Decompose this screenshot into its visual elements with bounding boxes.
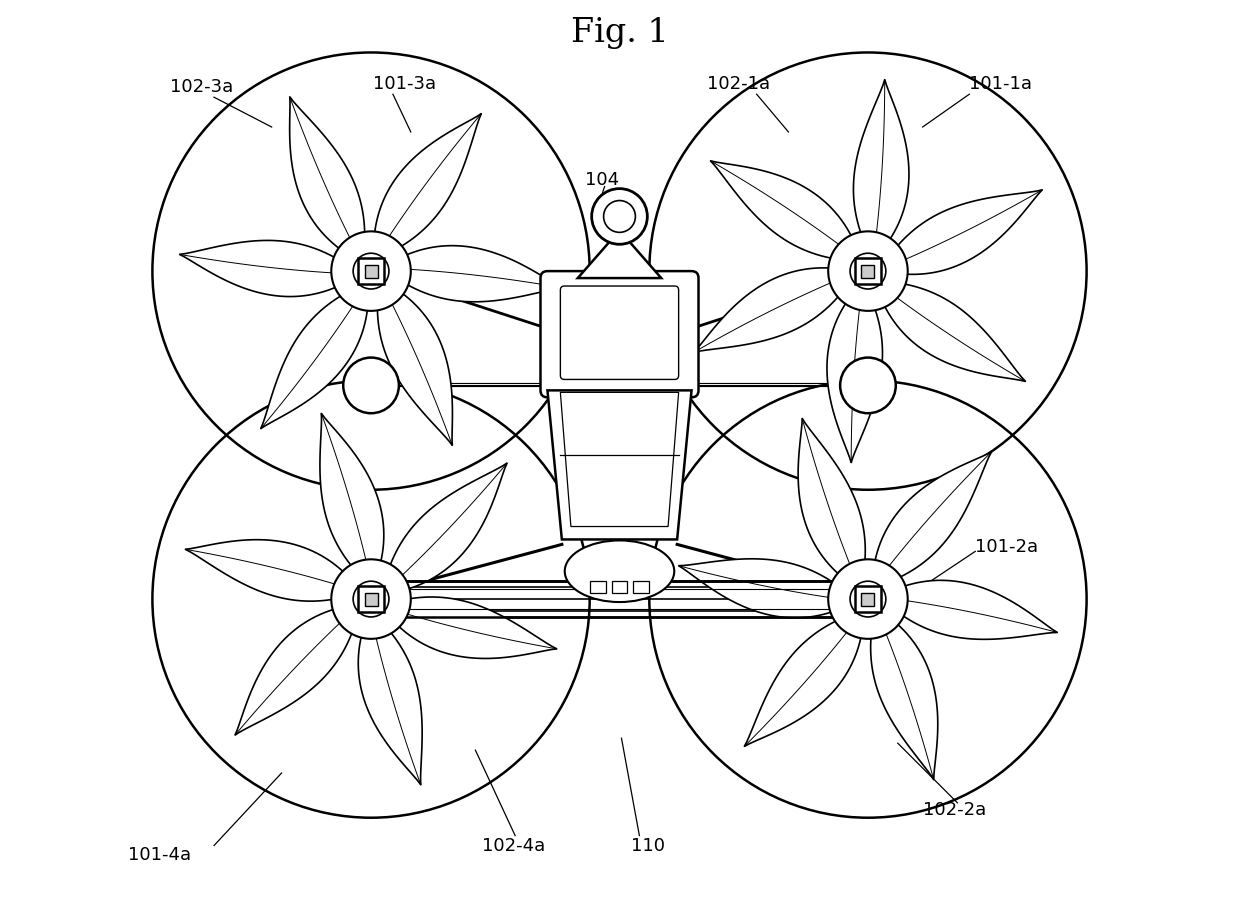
Bar (358, 258, 384, 284)
Polygon shape (710, 161, 861, 261)
Circle shape (353, 253, 389, 289)
Polygon shape (826, 282, 882, 463)
Polygon shape (679, 559, 856, 617)
Bar (364, 265, 378, 277)
Bar (855, 586, 881, 612)
Text: Fig. 1: Fig. 1 (571, 16, 668, 49)
Circle shape (331, 231, 411, 310)
Circle shape (850, 581, 886, 617)
Text: 102-3a: 102-3a (170, 78, 233, 96)
Bar (861, 265, 875, 277)
Bar (590, 581, 606, 593)
FancyBboxPatch shape (560, 286, 679, 380)
FancyBboxPatch shape (540, 271, 699, 397)
Polygon shape (880, 580, 1057, 639)
Bar (358, 586, 384, 612)
Polygon shape (875, 281, 1026, 382)
Circle shape (850, 253, 886, 289)
Circle shape (603, 201, 636, 232)
Polygon shape (745, 610, 864, 746)
Text: 102-1a: 102-1a (707, 76, 771, 94)
Polygon shape (374, 113, 482, 259)
Polygon shape (180, 240, 359, 297)
Polygon shape (358, 611, 422, 785)
Polygon shape (871, 608, 938, 780)
Text: 102-4a: 102-4a (482, 836, 545, 854)
Circle shape (828, 231, 908, 310)
Circle shape (366, 266, 377, 277)
Polygon shape (320, 413, 384, 587)
Circle shape (862, 266, 873, 277)
Text: 104: 104 (585, 171, 618, 189)
Polygon shape (290, 96, 364, 263)
Text: 110: 110 (632, 836, 665, 854)
Circle shape (862, 593, 873, 605)
Circle shape (840, 357, 896, 413)
Text: 102-2a: 102-2a (923, 801, 986, 819)
Text: 101-1a: 101-1a (969, 76, 1032, 94)
Polygon shape (798, 418, 865, 590)
Circle shape (343, 357, 399, 413)
Circle shape (592, 189, 647, 244)
Polygon shape (560, 392, 679, 526)
Polygon shape (185, 540, 362, 601)
Polygon shape (260, 283, 368, 428)
Circle shape (331, 559, 411, 639)
Text: 101-2a: 101-2a (975, 538, 1038, 556)
Bar (612, 581, 627, 593)
Ellipse shape (565, 540, 674, 602)
Polygon shape (235, 604, 361, 735)
Bar (633, 581, 649, 593)
Circle shape (366, 593, 377, 605)
Polygon shape (872, 452, 991, 588)
Polygon shape (577, 230, 662, 278)
Polygon shape (548, 391, 691, 539)
Polygon shape (383, 246, 563, 302)
Bar (364, 592, 378, 606)
Bar (370, 581, 869, 617)
Text: 101-3a: 101-3a (373, 76, 436, 94)
Circle shape (353, 581, 389, 617)
Polygon shape (854, 79, 909, 260)
Polygon shape (378, 280, 452, 446)
Bar (861, 592, 875, 606)
Circle shape (828, 559, 908, 639)
Bar (855, 258, 881, 284)
Polygon shape (880, 190, 1042, 274)
Polygon shape (694, 268, 856, 353)
Polygon shape (380, 597, 556, 659)
Text: 101-4a: 101-4a (128, 847, 191, 865)
Polygon shape (382, 463, 507, 594)
